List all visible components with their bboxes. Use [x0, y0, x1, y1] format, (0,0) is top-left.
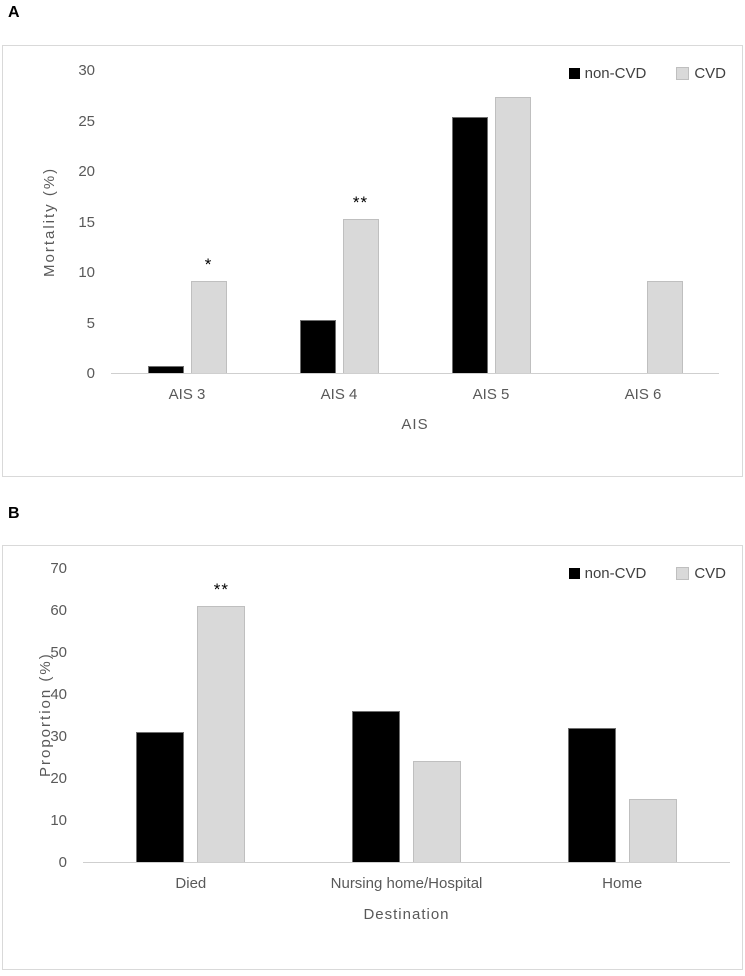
y-tick-label: 70: [50, 560, 67, 577]
legend: non-CVD CVD: [568, 565, 726, 582]
significance-marker: **: [352, 193, 369, 212]
x-tick-label: Nursing home/Hospital: [330, 875, 483, 892]
bar-cvd-ais-3: *: [190, 255, 227, 373]
cvd-swatch-icon: [676, 67, 690, 80]
y-tick-label: 0: [58, 854, 67, 871]
bar-cvd-nursing-home-hospital: [413, 761, 461, 862]
bar-cvd-ais-6: [646, 281, 683, 373]
category-group-ais-4: ** AIS 4: [263, 70, 415, 403]
y-tick-label: 30: [50, 728, 67, 745]
x-axis-title: Destination: [363, 906, 450, 923]
category-group-nursing-home-hospital: Nursing home/Hospital: [299, 568, 515, 892]
category-group-home: Home: [514, 568, 730, 892]
y-tick-label: 50: [50, 644, 67, 661]
y-tick-label: 20: [50, 770, 67, 787]
y-tick-label: 60: [50, 602, 67, 619]
legend-label-non-cvd: non-CVD: [584, 65, 647, 82]
bar-cvd-died: **: [197, 580, 246, 862]
legend-item-non-cvd: non-CVD: [568, 65, 647, 82]
non-cvd-swatch-icon: [568, 568, 580, 579]
chart-a-mortality: non-CVD CVD Mortality (%) AIS 0 5 10 15 20 25…: [2, 45, 743, 477]
plot-area: * AIS 3 ** AIS 4 AIS 5 AIS 6: [111, 70, 719, 403]
bar-non-cvd-ais-4: [299, 320, 336, 373]
bar-cvd-ais-5: [494, 97, 531, 373]
y-tick-label: 20: [78, 163, 95, 180]
legend: non-CVD CVD: [568, 65, 726, 82]
category-group-died: ** Died: [83, 568, 299, 892]
x-tick-label: AIS 5: [472, 386, 510, 403]
y-axis-title: Proportion (%): [37, 652, 54, 778]
y-tick-label: 40: [50, 686, 67, 703]
panel-label-a: A: [8, 4, 20, 21]
plot-area: ** Died Nursing home/Hospital Home: [83, 568, 730, 892]
cvd-swatch-icon: [676, 567, 690, 580]
y-tick-label: 5: [86, 314, 95, 332]
panel-label-b: B: [8, 505, 20, 522]
x-tick-label: Home: [602, 875, 643, 892]
y-tick-label: 30: [78, 62, 95, 79]
y-tick-label: 10: [78, 264, 95, 281]
legend-item-non-cvd: non-CVD: [568, 565, 647, 582]
significance-marker: **: [213, 580, 229, 599]
bar-non-cvd-home: [567, 728, 616, 862]
y-tick-label: 10: [50, 812, 67, 829]
significance-marker: *: [204, 255, 213, 274]
legend-item-cvd: CVD: [676, 65, 726, 82]
bar-non-cvd-ais-5: [451, 117, 488, 373]
bar-cvd-home: [628, 799, 677, 862]
y-axis-title: Mortality (%): [41, 166, 58, 277]
y-tick-label: 0: [86, 365, 95, 382]
chart-b-destination: non-CVD CVD Proportion (%) Destination 0…: [2, 545, 743, 970]
x-tick-label: AIS 4: [320, 386, 358, 403]
bar-non-cvd-nursing-home-hospital: [352, 711, 400, 862]
bar-non-cvd-ais-3: [147, 366, 184, 373]
x-axis-line: [111, 373, 719, 374]
category-group-ais-6: AIS 6: [567, 70, 719, 403]
x-tick-label: AIS 3: [168, 386, 206, 403]
legend-label-cvd: CVD: [694, 565, 726, 582]
category-group-ais-3: * AIS 3: [111, 70, 263, 403]
category-group-ais-5: AIS 5: [415, 70, 567, 403]
legend-item-cvd: CVD: [676, 565, 726, 582]
x-axis-line: [83, 862, 730, 863]
bar-non-cvd-died: [136, 732, 185, 862]
bar-cvd-ais-4: **: [342, 193, 379, 373]
x-tick-label: Died: [175, 875, 207, 892]
x-axis-title: AIS: [401, 416, 429, 433]
y-tick-label: 15: [78, 213, 95, 231]
y-tick-label: 25: [78, 112, 95, 130]
legend-label-cvd: CVD: [694, 65, 726, 82]
non-cvd-swatch-icon: [568, 68, 580, 79]
x-tick-label: AIS 6: [624, 386, 662, 403]
legend-label-non-cvd: non-CVD: [584, 565, 647, 582]
